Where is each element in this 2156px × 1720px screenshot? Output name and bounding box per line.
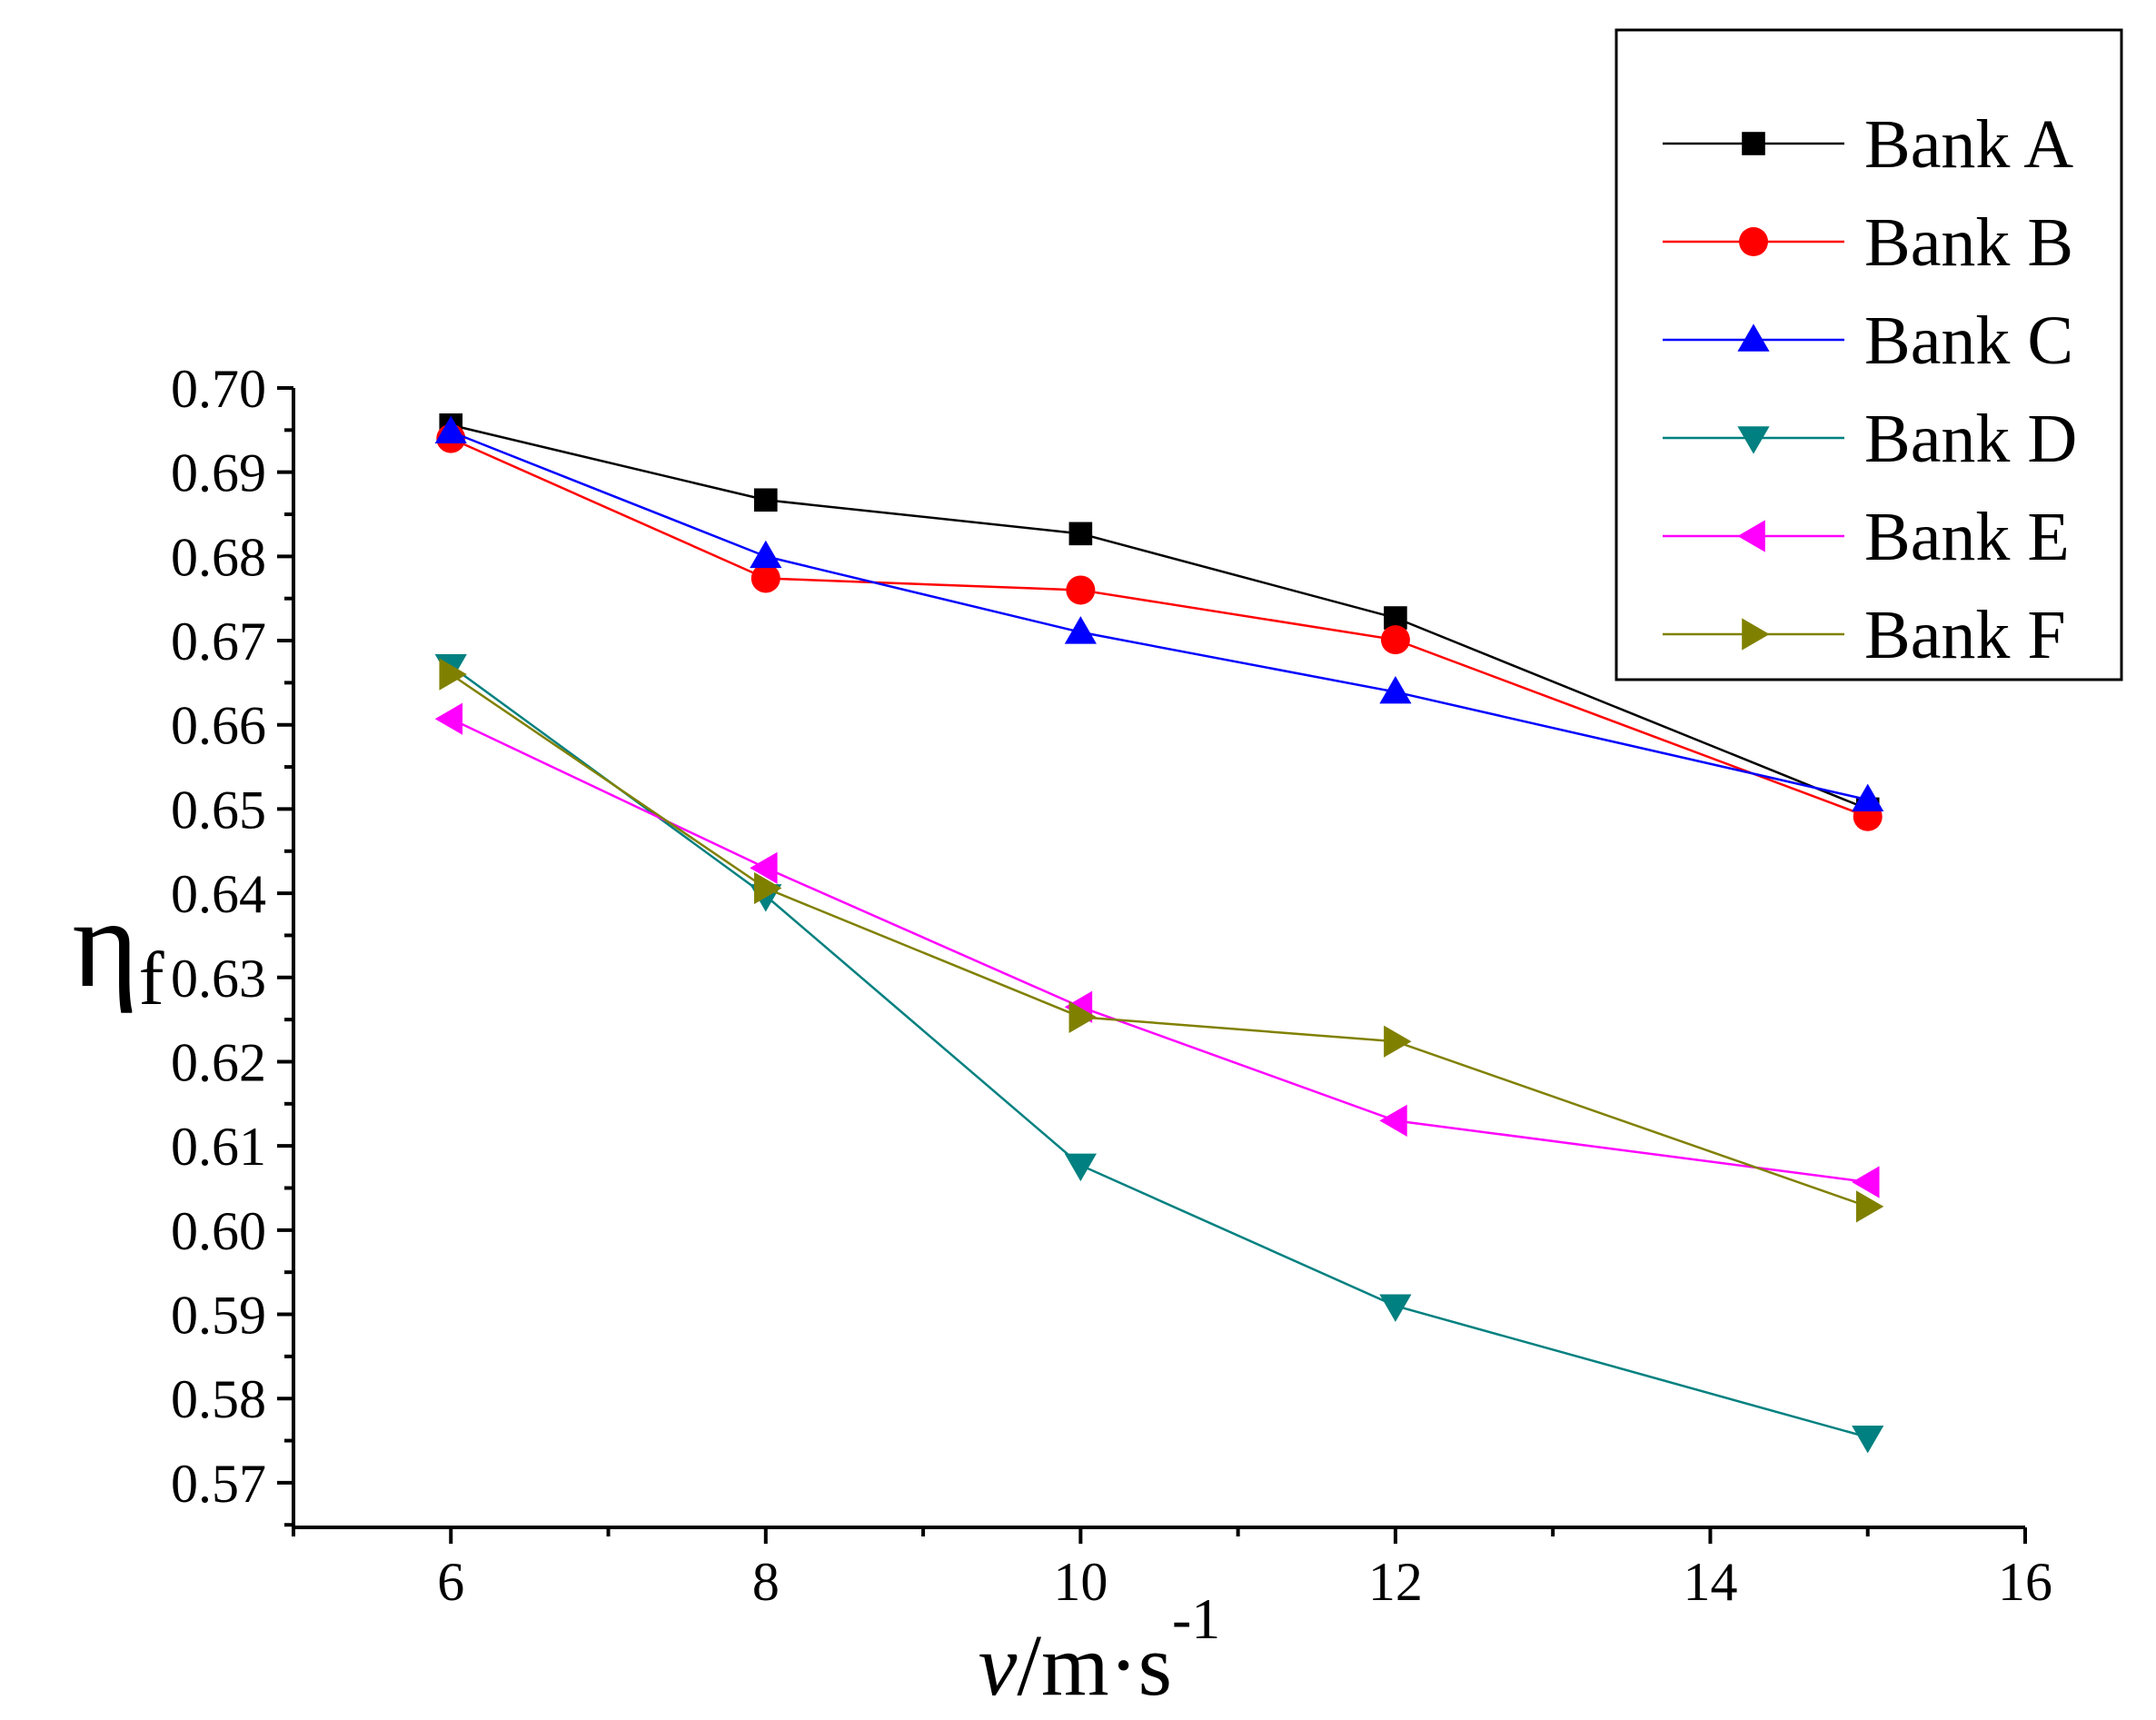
y-tick-label: 0.68 xyxy=(171,527,266,587)
series-bank-f xyxy=(439,658,1884,1223)
data-point-bank-f xyxy=(1068,1000,1097,1033)
series-bank-e xyxy=(434,702,1880,1198)
y-tick-label: 0.66 xyxy=(171,696,266,756)
x-tick-label: 6 xyxy=(437,1552,464,1612)
data-point-bank-f xyxy=(754,871,782,905)
legend-label-bank-d: Bank D xyxy=(1864,401,2077,477)
data-point-bank-c xyxy=(434,415,467,443)
legend-marker-bank-d xyxy=(1737,426,1770,454)
data-point-bank-f xyxy=(1384,1025,1412,1058)
y-tick-label: 0.61 xyxy=(171,1117,266,1177)
data-point-bank-a xyxy=(754,488,778,512)
data-point-bank-d xyxy=(1852,1426,1884,1454)
y-tick-label: 0.67 xyxy=(171,611,266,671)
data-point-bank-d xyxy=(1379,1294,1412,1322)
y-tick-label: 0.69 xyxy=(171,443,266,503)
x-tick-label: 16 xyxy=(1998,1552,2052,1612)
series-bank-c xyxy=(434,415,1884,812)
data-point-bank-c xyxy=(1379,675,1412,704)
legend-marker-bank-e xyxy=(1737,520,1765,552)
x-axis-title: v/m·s-1 xyxy=(979,1586,1221,1714)
x-tick-label: 8 xyxy=(752,1552,780,1612)
data-point-bank-a xyxy=(1068,522,1093,546)
y-tick-label: 0.70 xyxy=(171,359,266,419)
data-point-bank-f xyxy=(439,658,467,691)
legend-marker-bank-a xyxy=(1742,132,1765,155)
legend: Bank A Bank B Bank C Bank D Bank E Bank F xyxy=(1615,28,2123,681)
legend-label-bank-e: Bank E xyxy=(1864,499,2070,575)
data-point-bank-b xyxy=(1066,575,1096,605)
data-point-bank-e xyxy=(1852,1166,1880,1198)
legend-marker-bank-f xyxy=(1742,618,1770,651)
legend-label-bank-f: Bank F xyxy=(1864,597,2066,673)
legend-label-bank-c: Bank C xyxy=(1864,303,2073,379)
series-line-bank-e xyxy=(450,718,1868,1184)
y-tick-label: 0.65 xyxy=(171,780,266,840)
x-tick-label: 12 xyxy=(1368,1552,1423,1612)
data-point-bank-b xyxy=(750,563,780,593)
y-tick-label: 0.58 xyxy=(171,1369,266,1429)
data-point-bank-e xyxy=(750,851,778,884)
y-tick-label: 0.64 xyxy=(171,864,266,924)
axes: 0.57 0.58 0.59 0.60 0.61 0.62 0.63 0.64 0.65 0.66… xyxy=(171,359,2052,1612)
data-point-bank-c xyxy=(750,540,782,569)
x-axis-title-italic: v xyxy=(979,1616,1018,1714)
data-point-bank-c xyxy=(1064,616,1097,644)
data-point-bank-b xyxy=(1380,625,1410,655)
y-tick-label: 0.59 xyxy=(171,1286,266,1346)
x-axis-title-sup: -1 xyxy=(1172,1586,1220,1651)
y-tick-label: 0.63 xyxy=(171,949,266,1009)
legend-label-bank-b: Bank B xyxy=(1864,204,2073,281)
y-tick-label: 0.62 xyxy=(171,1032,266,1092)
x-tick-label: 14 xyxy=(1683,1552,1737,1612)
legend-box xyxy=(1615,28,2123,681)
data-point-bank-e xyxy=(434,702,463,735)
series-line-bank-f xyxy=(450,673,1869,1208)
y-axis-title-sub: f xyxy=(139,937,164,1021)
y-axis-title: ηf xyxy=(72,873,164,1021)
y-tick-label: 0.57 xyxy=(171,1454,266,1514)
y-tick-label: 0.60 xyxy=(171,1201,266,1261)
data-point-bank-c xyxy=(1852,783,1884,812)
data-point-bank-f xyxy=(1855,1190,1884,1223)
series-line-bank-d xyxy=(450,664,1869,1439)
data-point-bank-e xyxy=(1379,1104,1407,1137)
legend-marker-bank-c xyxy=(1737,323,1770,352)
series-bank-d xyxy=(434,654,1884,1454)
series-layer xyxy=(434,413,1884,1454)
legend-marker-bank-b xyxy=(1739,227,1768,256)
data-point-bank-d xyxy=(1064,1153,1097,1182)
legend-label-bank-a: Bank A xyxy=(1864,106,2073,183)
x-axis-title-main: /m·s xyxy=(1017,1616,1172,1714)
y-axis-title-main: η xyxy=(72,873,138,1014)
x-tick-label: 10 xyxy=(1053,1552,1108,1612)
